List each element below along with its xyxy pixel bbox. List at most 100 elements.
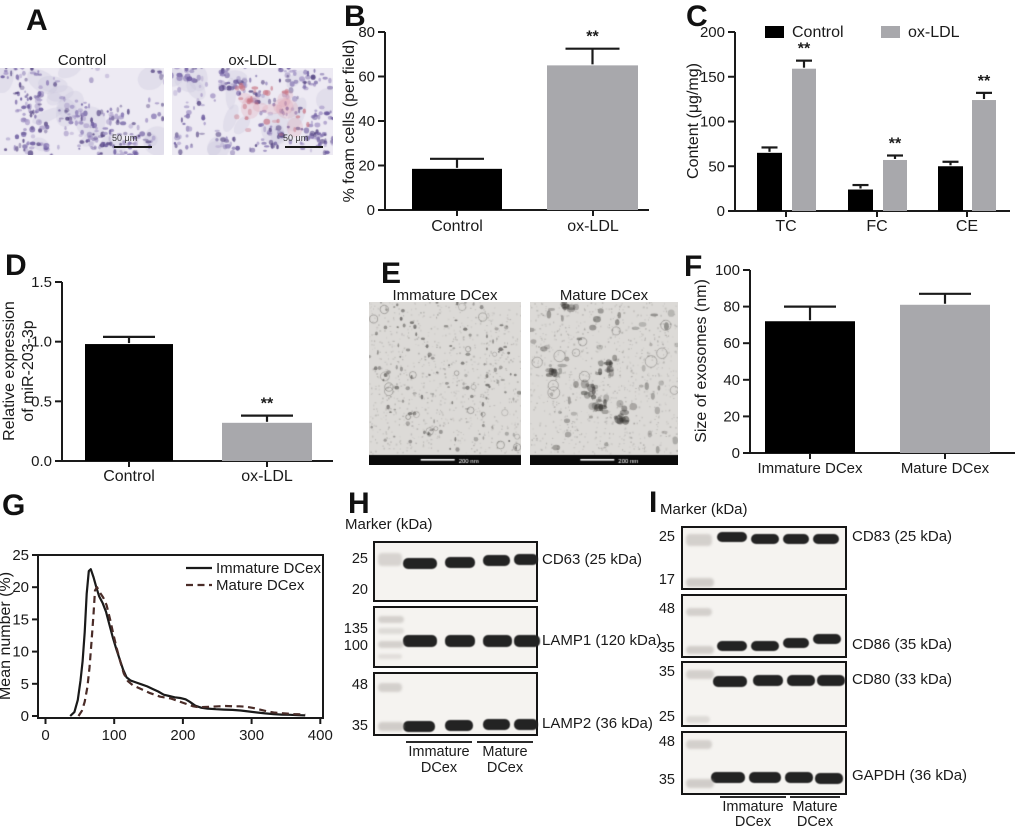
svg-text:80: 80 xyxy=(358,24,375,41)
lane-group-label: DCex xyxy=(420,760,458,776)
blot-target-label: CD80 (33 kDa) xyxy=(852,671,953,688)
histology-title-oxldl: ox-LDL xyxy=(228,52,277,69)
svg-text:Relative expression: Relative expression xyxy=(1,301,18,441)
svg-text:FC: FC xyxy=(866,218,887,235)
svg-text:10: 10 xyxy=(12,644,29,661)
blot-cd83 xyxy=(681,526,847,590)
svg-text:150: 150 xyxy=(700,69,725,86)
svg-text:ox-LDL: ox-LDL xyxy=(241,468,293,485)
lane-group-label: Immature xyxy=(722,799,784,815)
blot-band xyxy=(751,641,779,651)
svg-text:Mean number (%): Mean number (%) xyxy=(0,572,14,700)
tem-image-mature-dcex xyxy=(530,302,678,465)
blot-band xyxy=(749,772,781,783)
ladder-smudge xyxy=(378,641,404,648)
panel-label-i: I xyxy=(649,486,658,519)
svg-text:Control: Control xyxy=(431,218,483,235)
svg-text:100: 100 xyxy=(715,262,740,279)
svg-text:200: 200 xyxy=(700,24,725,41)
blot-cd80 xyxy=(681,661,847,727)
ladder-smudge xyxy=(686,716,710,723)
svg-text:300: 300 xyxy=(239,727,264,744)
blot-band xyxy=(751,534,779,544)
blot-band xyxy=(783,638,809,648)
ladder-smudge xyxy=(378,654,402,659)
scale-bar-label: 50 μm xyxy=(112,133,138,143)
svg-text:400: 400 xyxy=(308,727,333,744)
blot-band xyxy=(514,554,538,565)
scale-bar xyxy=(285,146,323,148)
svg-text:Control: Control xyxy=(103,468,155,485)
blot-target-label: CD83 (25 kDa) xyxy=(852,528,953,545)
blot-target-label: CD86 (35 kDa) xyxy=(852,636,953,653)
svg-text:1.5: 1.5 xyxy=(31,274,52,291)
blot-target-label: LAMP2 (36 kDa) xyxy=(542,715,653,732)
svg-text:% foam cells (per field): % foam cells (per field) xyxy=(341,40,358,203)
marker-kda: 35 xyxy=(351,718,368,734)
histology-image-oxldl xyxy=(172,68,333,155)
svg-text:25: 25 xyxy=(12,547,29,564)
svg-text:ox-LDL: ox-LDL xyxy=(567,218,619,235)
marker-kda: 25 xyxy=(351,551,368,567)
ladder-smudge xyxy=(378,553,402,566)
ladder-smudge xyxy=(378,683,402,692)
svg-text:15: 15 xyxy=(12,611,29,628)
ladder-smudge xyxy=(686,608,712,616)
panel-label-b: B xyxy=(344,0,366,33)
blot-band xyxy=(445,720,473,731)
tem-title-mature: Mature DCex xyxy=(559,287,649,304)
svg-text:CE: CE xyxy=(956,218,978,235)
blot-band xyxy=(483,555,510,566)
svg-text:ox-LDL: ox-LDL xyxy=(908,24,960,41)
blot-band xyxy=(817,675,845,686)
svg-text:**: ** xyxy=(261,396,274,413)
chart-mir203-expression: 0.0 0.5 1.0 1.5 ** Control ox-LDL Relative expr… xyxy=(1,274,333,485)
svg-text:Mature DCex: Mature DCex xyxy=(216,577,305,594)
blot-band xyxy=(483,719,510,730)
marker-kda: 135 xyxy=(343,621,368,637)
marker-kda: 48 xyxy=(658,601,675,617)
ladder-smudge xyxy=(378,616,404,623)
marker-kda: 20 xyxy=(351,582,368,598)
blot-band xyxy=(785,772,813,783)
blot-band xyxy=(403,558,437,569)
tem-title-immature: Immature DCex xyxy=(392,287,498,304)
lane-group-label: DCex xyxy=(734,814,772,827)
blot-band xyxy=(717,641,747,651)
blot-band xyxy=(445,635,475,647)
histology-title-control: Control xyxy=(57,52,107,69)
blot-band xyxy=(445,557,475,568)
chart-foam-cells: 0 20 40 60 80 ** Control ox-LDL % foam cells (pe… xyxy=(341,24,649,235)
ladder-smudge xyxy=(686,578,714,587)
lane-group-label: Mature xyxy=(482,744,528,760)
svg-text:0.0: 0.0 xyxy=(31,453,52,470)
svg-text:0: 0 xyxy=(717,203,725,220)
marker-kda: 48 xyxy=(351,677,368,693)
blot-band xyxy=(717,532,747,542)
ladder-smudge xyxy=(378,628,404,634)
lane-group-label: Mature xyxy=(792,799,838,815)
marker-kda: 35 xyxy=(658,772,675,788)
svg-text:50: 50 xyxy=(708,158,725,175)
chart-cholesterol-content: 0 50 100 150 200 ** ** ** TC FC CE Content (μg/mg) C… xyxy=(685,24,1010,235)
panel-label-a: A xyxy=(26,4,48,37)
blot-band xyxy=(514,635,540,647)
svg-text:20: 20 xyxy=(723,408,740,425)
scale-bar xyxy=(114,146,152,148)
svg-text:60: 60 xyxy=(358,69,375,86)
svg-text:Mature DCex: Mature DCex xyxy=(901,460,990,477)
marker-kda: 35 xyxy=(658,640,675,656)
blot-lamp2 xyxy=(373,672,538,736)
panel-label-c: C xyxy=(686,0,708,33)
blot-band xyxy=(711,772,745,783)
svg-text:1.0: 1.0 xyxy=(31,334,52,351)
lane-group-line xyxy=(720,796,786,798)
blot-cd86 xyxy=(681,594,847,658)
svg-text:Immature DCex: Immature DCex xyxy=(216,560,322,577)
scale-bar-label: 50 μm xyxy=(283,133,309,143)
svg-text:20: 20 xyxy=(12,579,29,596)
marker-header-h: Marker (kDa) xyxy=(345,516,433,533)
svg-text:0: 0 xyxy=(21,708,29,725)
ladder-smudge xyxy=(686,646,714,654)
blot-band xyxy=(514,719,538,730)
